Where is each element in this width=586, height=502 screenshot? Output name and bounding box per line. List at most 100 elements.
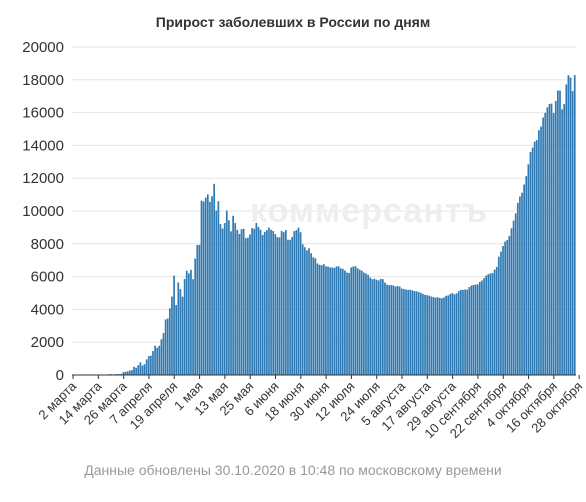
bar: [419, 292, 422, 375]
bar: [194, 258, 197, 375]
bar: [141, 365, 144, 375]
bar: [181, 296, 184, 375]
bar: [232, 215, 234, 375]
bar: [411, 290, 414, 375]
bar: [202, 201, 205, 375]
bar: [462, 289, 464, 375]
bar: [489, 273, 492, 375]
y-tick-label: 4000: [31, 301, 64, 318]
bar: [531, 147, 534, 375]
bar: [398, 286, 401, 375]
bars: [76, 75, 576, 376]
bar: [409, 289, 412, 375]
bar: [276, 237, 279, 375]
bar: [466, 289, 469, 375]
bar: [219, 224, 222, 375]
bar: [479, 282, 481, 375]
bar: [468, 287, 471, 375]
bar: [228, 220, 230, 375]
bar: [405, 289, 407, 375]
bar: [535, 140, 538, 375]
bar: [139, 362, 142, 375]
bar: [301, 244, 304, 375]
bar: [375, 279, 378, 375]
bar: [523, 184, 525, 375]
bar: [557, 90, 559, 375]
bar: [538, 130, 540, 375]
bar: [569, 77, 572, 375]
bar: [485, 275, 488, 375]
bar: [390, 285, 393, 375]
bar: [352, 266, 355, 375]
y-tick-label: 6000: [31, 269, 64, 286]
bar: [379, 278, 382, 375]
chart-title: Прирост заболевших в России по дням: [155, 14, 431, 30]
bar: [322, 264, 325, 375]
bar: [360, 270, 363, 375]
bar: [240, 229, 243, 375]
bar: [154, 345, 156, 375]
bar: [413, 291, 416, 375]
bar: [190, 269, 192, 375]
bar: [187, 273, 190, 375]
y-tick-label: 20000: [22, 39, 64, 56]
bar: [331, 267, 334, 375]
bar: [143, 364, 146, 375]
bar: [417, 291, 420, 375]
bar: [206, 194, 209, 375]
bar: [447, 295, 450, 375]
bar: [527, 164, 530, 375]
bar: [386, 284, 388, 375]
bar: [152, 351, 154, 375]
bar: [563, 104, 566, 375]
bar: [396, 286, 399, 375]
bar: [363, 272, 365, 375]
bar: [367, 274, 369, 375]
bar: [196, 244, 199, 375]
bar: [221, 228, 224, 375]
bar: [124, 371, 127, 375]
bar: [508, 235, 511, 375]
bar: [544, 112, 547, 376]
bar: [337, 266, 340, 375]
bar: [407, 289, 410, 375]
bar: [244, 238, 247, 375]
bar: [147, 356, 150, 375]
bar: [470, 285, 473, 375]
bar: [449, 293, 452, 375]
bar: [303, 247, 306, 375]
bar: [249, 234, 251, 375]
bar: [400, 288, 403, 375]
bar: [341, 268, 344, 375]
bar: [284, 230, 287, 375]
bar: [230, 231, 232, 375]
y-tick-labels: 0 2000 4000 6000 8000 10000 12000 14000 16000 180…: [22, 39, 64, 384]
bar: [312, 257, 315, 375]
bar: [297, 227, 300, 375]
bar: [295, 230, 298, 375]
bar: [234, 223, 237, 375]
bar: [438, 297, 441, 375]
bar: [126, 371, 129, 375]
bar: [225, 210, 228, 375]
bar: [428, 295, 431, 375]
bar: [358, 269, 361, 375]
bar: [251, 228, 253, 375]
bar: [516, 202, 519, 375]
bar: [278, 237, 281, 375]
bar: [156, 347, 159, 375]
bar: [204, 197, 207, 375]
bar: [434, 297, 437, 375]
bar: [344, 270, 346, 375]
bar: [327, 266, 329, 375]
bar: [175, 305, 178, 375]
bar: [133, 366, 135, 375]
bar: [453, 294, 456, 375]
bar: [510, 228, 513, 375]
bar: [320, 265, 323, 375]
bar: [217, 201, 220, 375]
bar: [280, 231, 283, 375]
bar: [381, 279, 384, 375]
bar: [335, 266, 338, 375]
